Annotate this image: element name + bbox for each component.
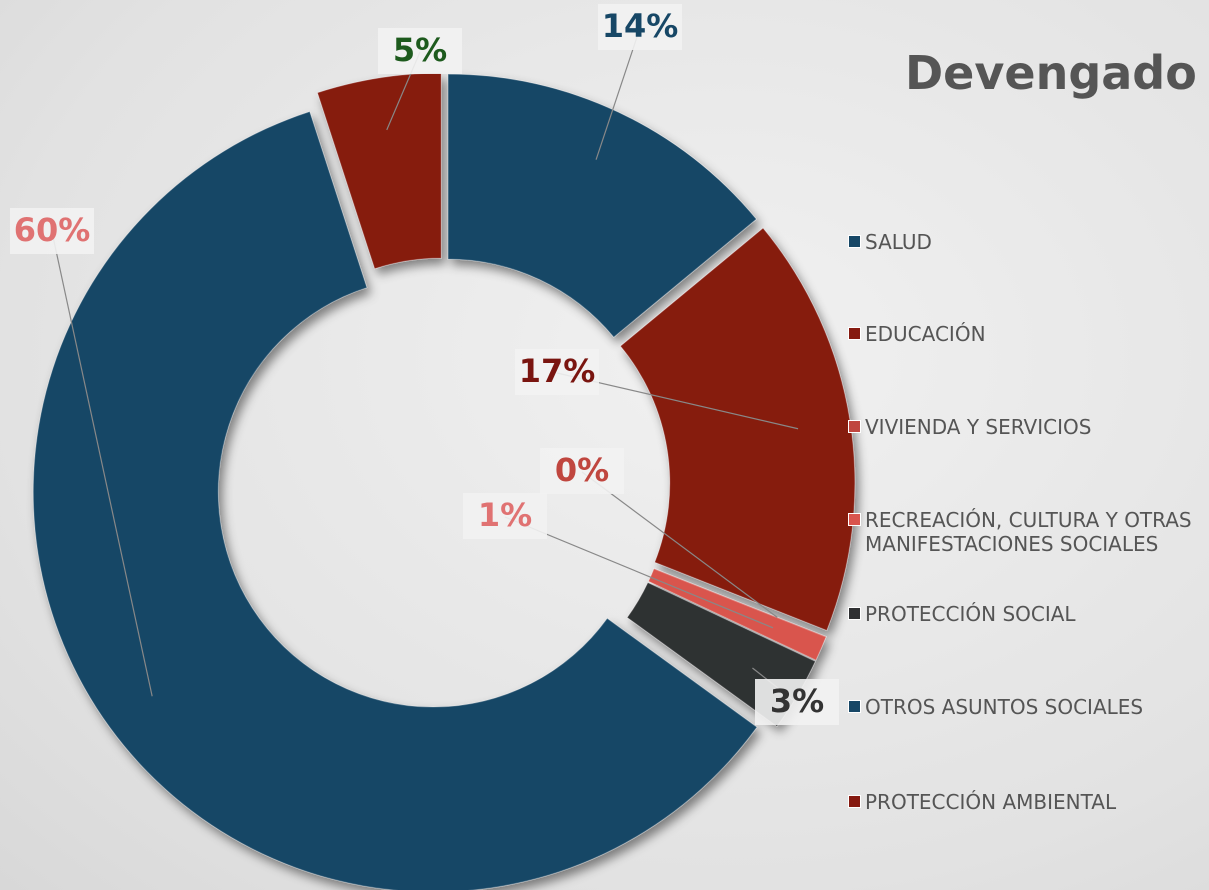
label-box: [10, 208, 94, 254]
legend-swatch: [848, 700, 861, 713]
legend-label: PROTECCIÓN AMBIENTAL: [865, 790, 1117, 814]
legend-label: VIVIENDA Y SERVICIOS: [865, 415, 1092, 439]
legend-label: OTROS ASUNTOS SOCIALES: [865, 695, 1144, 719]
legend-swatch: [848, 235, 861, 248]
label-box: [598, 4, 682, 50]
leader-line: [51, 231, 153, 697]
label-box: [378, 28, 462, 74]
leader-line: [581, 471, 778, 618]
data-label: 1%: [478, 496, 532, 534]
legend-swatch: [848, 513, 861, 526]
legend-label: PROTECCIÓN SOCIAL: [865, 602, 1076, 626]
data-label: 5%: [393, 31, 447, 69]
slice: [447, 73, 758, 338]
donut: [32, 72, 856, 890]
legend-entry: SALUD: [848, 230, 1193, 254]
slice: [647, 568, 827, 661]
legend-entry: OTROS ASUNTOS SOCIALES: [848, 695, 1193, 719]
data-label: 60%: [14, 211, 91, 249]
slice: [32, 111, 758, 890]
legend-entry: PROTECCIÓN SOCIAL: [848, 602, 1193, 626]
chart-title: Devengado: [905, 46, 1197, 100]
legend-swatch: [848, 420, 861, 433]
label-box: [755, 679, 839, 725]
legend-entry: RECREACIÓN, CULTURA Y OTRAS MANIFESTACIO…: [848, 508, 1193, 556]
leader-line: [504, 516, 774, 629]
data-label: 17%: [519, 352, 596, 390]
label-box: [540, 448, 624, 494]
slice: [619, 227, 856, 632]
legend-label: EDUCACIÓN: [865, 322, 986, 346]
legend-swatch: [848, 607, 861, 620]
legend-swatch: [848, 327, 861, 340]
legend-entry: VIVIENDA Y SERVICIOS: [848, 415, 1193, 439]
label-box: [515, 349, 599, 395]
legend-label: RECREACIÓN, CULTURA Y OTRAS MANIFESTACIO…: [865, 508, 1192, 556]
legend-label: SALUD: [865, 230, 932, 254]
data-label: 14%: [602, 7, 679, 45]
data-label: 0%: [555, 451, 609, 489]
legend-swatch: [848, 795, 861, 808]
label-box: [463, 493, 547, 539]
legend-entry: PROTECCIÓN AMBIENTAL: [848, 790, 1193, 814]
legend-entry: EDUCACIÓN: [848, 322, 1193, 346]
data-label: 3%: [770, 682, 824, 720]
